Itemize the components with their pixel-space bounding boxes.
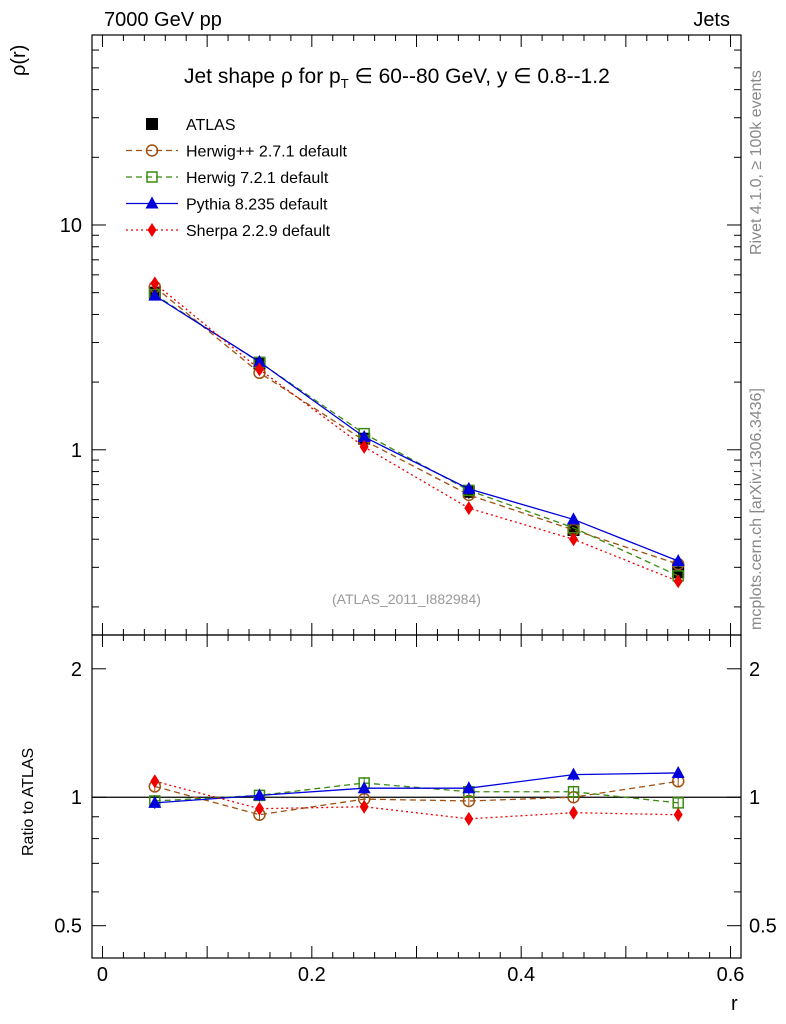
data-point-sherpa-2-2-9-default	[569, 532, 579, 547]
legend-label-atlas: ATLAS	[186, 117, 236, 134]
ratio-line-sherpa-2-2-9-default	[154, 780, 679, 820]
ratio-point-sherpa-2-2-9-default	[150, 774, 160, 789]
y-axis-label: ρ(r)	[8, 44, 30, 76]
legend-marker-atlas	[146, 118, 158, 130]
ratio-line-herwig-2-7-1-default	[154, 780, 679, 816]
x-tick-label: 0.4	[507, 964, 535, 986]
series-line-herwig-2-7-1-default	[154, 286, 679, 565]
ratio-point-pythia-8-235-default	[148, 795, 162, 808]
ratio-point-sherpa-2-2-9-default	[673, 807, 683, 822]
ratio-point-herwig-7-2-1-default	[567, 786, 580, 798]
ratio-point-sherpa-2-2-9-default	[569, 805, 579, 820]
ratio-point-sherpa-2-2-9-default	[359, 799, 369, 814]
legend-marker-pythia-8-235-default	[145, 196, 159, 209]
ratio-point-sherpa-2-2-9-default	[254, 801, 264, 816]
ratio-y-tick-label: 2	[71, 659, 82, 681]
legend-marker-sherpa-2-2-9-default	[147, 223, 157, 237]
legend-marker-herwig-2-7-1-default	[145, 144, 159, 157]
data-point-pythia-8-235-default	[671, 554, 685, 567]
data-point-pythia-8-235-default	[148, 288, 162, 301]
plot-title-subscript: T	[340, 76, 349, 92]
energy-label: 7000 GeV pp	[104, 9, 222, 31]
ratio-y-tick-label: 1	[71, 787, 82, 809]
ratio-point-pythia-8-235-default	[252, 788, 266, 801]
y-tick-label: 1	[71, 440, 82, 462]
rivet-version-label: Rivet 4.1.0, ≥ 100k events	[748, 70, 765, 255]
ratio-point-pythia-8-235-default	[671, 765, 685, 778]
legend-label-herwig-2-7-1-default: Herwig++ 2.7.1 default	[186, 144, 348, 161]
data-point-pythia-8-235-default	[462, 481, 476, 494]
series-line-pythia-8-235-default	[154, 295, 679, 562]
data-point-pythia-8-235-default	[357, 429, 371, 442]
series-line-sherpa-2-2-9-default	[154, 282, 679, 582]
y-tick-label: 10	[60, 215, 82, 237]
ratio-point-pythia-8-235-default	[567, 767, 581, 780]
data-point-pythia-8-235-default	[567, 512, 581, 525]
data-point-sherpa-2-2-9-default	[464, 501, 474, 516]
x-tick-label: 0	[97, 964, 108, 986]
ratio-point-pythia-8-235-default	[357, 781, 371, 794]
process-label: Jets	[693, 9, 730, 31]
ratio-y-tick-label: 0.5	[54, 916, 82, 938]
ratio-line-herwig-7-2-1-default	[154, 782, 679, 804]
analysis-watermark: (ATLAS_2011_I882984)	[332, 591, 481, 607]
data-point-sherpa-2-2-9-default	[254, 362, 264, 377]
x-tick-label: 0.2	[298, 964, 326, 986]
x-tick-label: 0.6	[717, 964, 745, 986]
data-point-sherpa-2-2-9-default	[150, 276, 160, 291]
mcplots-label: mcplots.cern.ch [arXiv:1306.3436]	[748, 388, 765, 630]
ratio-line-pythia-8-235-default	[154, 772, 679, 804]
ratio-y-tick-label-right: 2	[749, 659, 760, 681]
legend-label-pythia-8-235-default: Pythia 8.235 default	[186, 197, 328, 214]
x-axis-label: r	[731, 993, 738, 1015]
ratio-point-sherpa-2-2-9-default	[464, 811, 474, 826]
data-point-sherpa-2-2-9-default	[359, 439, 369, 454]
ratio-point-pythia-8-235-default	[462, 781, 476, 794]
ratio-axis-label: Ratio to ATLAS	[20, 747, 37, 856]
data-point-sherpa-2-2-9-default	[673, 574, 683, 589]
legend-label-herwig-7-2-1-default: Herwig 7.2.1 default	[186, 170, 329, 187]
data-point-pythia-8-235-default	[252, 354, 266, 367]
plot-title-suffix: ∈ 60--80 GeV, y ∈ 0.8--1.2	[348, 65, 610, 88]
plot-title: Jet shape ρ for pT ∈ 60--80 GeV, y ∈ 0.8…	[184, 64, 610, 91]
legend-marker-herwig-7-2-1-default	[146, 171, 158, 183]
ratio-y-tick-label-right: 0.5	[749, 916, 777, 938]
series-line-herwig-7-2-1-default	[154, 294, 679, 577]
ratio-y-tick-label-right: 1	[749, 787, 760, 809]
ratio-plot-frame	[91, 634, 742, 959]
legend-label-sherpa-2-2-9-default: Sherpa 2.2.9 default	[186, 223, 331, 240]
plot-title-prefix: Jet shape ρ for p	[184, 65, 341, 88]
